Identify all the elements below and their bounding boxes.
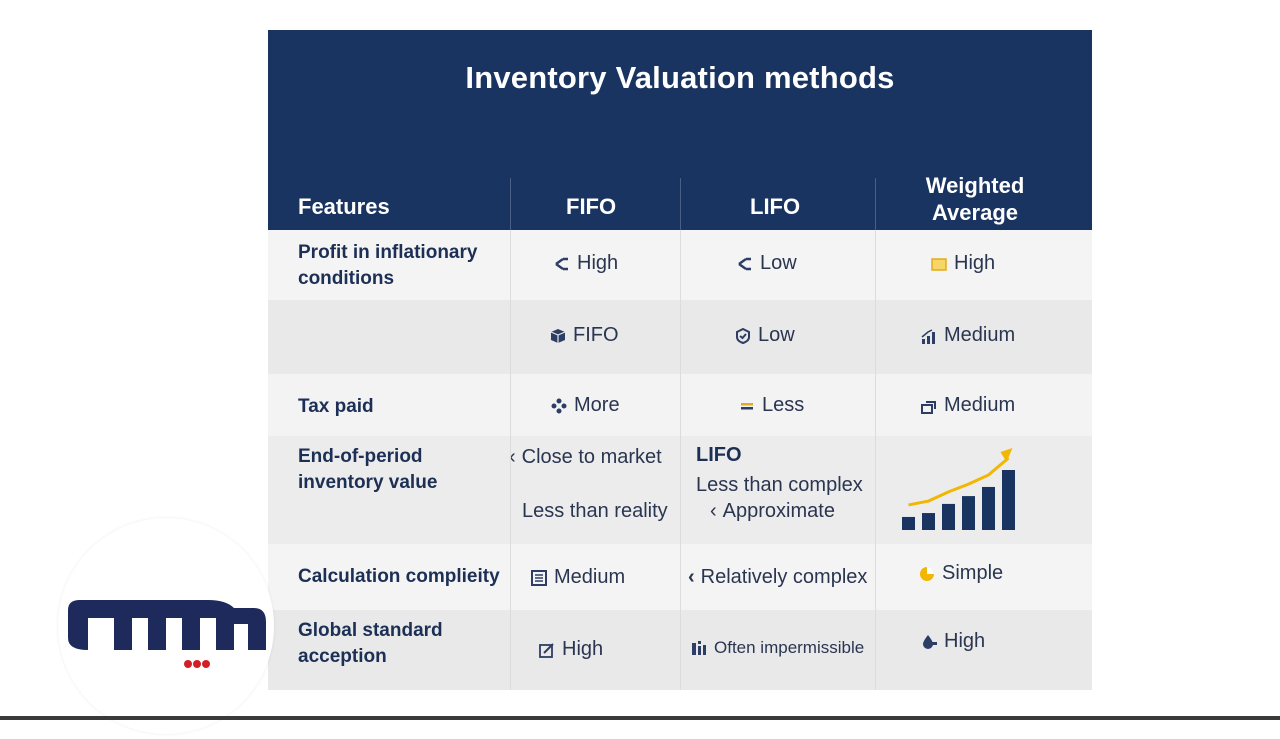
bottom-border — [0, 716, 1280, 720]
feature-label: Global standard acception — [298, 618, 443, 670]
page-title: Inventory Valuation methods — [465, 60, 895, 95]
nodes-icon — [551, 398, 567, 413]
valuation-table-card: Inventory Valuation methods Features FIF… — [268, 30, 1092, 690]
feature-line: Global standard — [298, 620, 443, 641]
column-divider — [680, 230, 681, 690]
box-icon — [550, 328, 566, 343]
cell-weighted: Medium — [920, 324, 1015, 347]
cell-fifo: More — [550, 394, 620, 417]
layers-icon — [921, 400, 936, 414]
cell-lifo-line1: Less than complex — [696, 474, 863, 496]
trend-line — [908, 456, 1010, 507]
growth-bar — [982, 486, 995, 530]
growth-bar — [942, 503, 955, 530]
feature-label: Profit in inflationary conditions — [298, 240, 477, 292]
cell-lifo: Low — [734, 324, 795, 347]
cell-value: Close to market — [521, 446, 662, 468]
header-lifo: LIFO — [750, 194, 801, 219]
feature-line: inventory value — [298, 472, 438, 493]
header-fifo: FIFO — [566, 194, 617, 219]
column-divider — [510, 230, 511, 690]
header-divider — [875, 178, 876, 230]
feature-label: Calculation complieity — [298, 566, 500, 587]
cell-fifo: Medium — [530, 566, 625, 589]
cell-lifo: ‹ Relatively complex — [688, 566, 867, 589]
cell-fifo: High — [553, 252, 618, 275]
equals-icon — [741, 402, 753, 409]
header-weighted-line1: Weighted — [925, 173, 1025, 198]
folder-icon — [931, 257, 947, 271]
chart-icon — [692, 641, 706, 655]
growth-bar — [1002, 470, 1015, 530]
logo-mark — [68, 600, 266, 668]
header-divider — [510, 178, 511, 230]
cell-fifo: FIFO — [549, 324, 619, 347]
header-weighted-average: Weighted Average — [922, 172, 1028, 226]
cell-fifo-line1: ‹ Close to market — [509, 446, 662, 469]
chevron-left-icon: ‹ — [710, 500, 717, 522]
branch-icon — [738, 257, 751, 270]
header-divider — [680, 178, 681, 230]
cell-value: Medium — [944, 394, 1016, 416]
column-divider — [875, 230, 876, 690]
cell-weighted: High — [930, 252, 995, 275]
cell-value: High — [577, 252, 619, 274]
cell-fifo-line2: Less than reality — [522, 500, 668, 523]
cell-value: High — [562, 638, 604, 660]
feature-label: End-of-period inventory value — [298, 444, 437, 496]
feature-line: conditions — [298, 268, 395, 289]
cell-fifo: High — [538, 638, 603, 661]
header-features: Features — [298, 194, 390, 219]
edit-icon — [539, 642, 554, 658]
trend-arrowhead — [1000, 448, 1013, 462]
cell-value: High — [954, 252, 996, 274]
cell-weighted: Medium — [920, 394, 1015, 417]
pie-icon — [920, 566, 934, 581]
drop-icon — [923, 634, 937, 649]
feature-line: Profit in inflationary — [298, 242, 478, 263]
feature-label: Tax paid — [298, 396, 374, 417]
brand-logo — [58, 518, 274, 734]
cell-value: Relatively complex — [700, 566, 868, 588]
cell-lifo-line2: ‹ Approximate — [710, 500, 835, 523]
cell-value: Medium — [944, 324, 1016, 346]
cell-weighted: High — [920, 630, 985, 653]
feature-line: acception — [298, 646, 387, 667]
chevron-left-icon: ‹ — [688, 566, 695, 588]
feature-line: End-of-period — [298, 446, 423, 467]
cell-value: High — [944, 630, 986, 652]
shield-icon — [736, 327, 750, 344]
cell-value: Low — [758, 324, 795, 346]
cell-value: FIFO — [573, 324, 619, 346]
cell-value: Simple — [942, 562, 1004, 584]
growth-chart — [902, 448, 1015, 530]
cell-value: Medium — [554, 566, 626, 588]
cell-weighted: Simple — [918, 562, 1003, 585]
cell-lifo: Less — [738, 394, 804, 417]
cell-lifo: Low — [736, 252, 797, 275]
cell-value: Less — [762, 394, 805, 416]
chevron-left-icon: ‹ — [509, 446, 516, 468]
growth-bar — [922, 513, 935, 530]
cell-lifo-heading: LIFO — [696, 444, 742, 466]
table-header: Inventory Valuation methods Features FIF… — [268, 30, 1092, 230]
bar-signal-icon — [921, 328, 935, 344]
cell-value: Often impermissible — [714, 638, 865, 657]
cell-value: Less than reality — [522, 500, 668, 522]
list-icon — [531, 569, 547, 586]
growth-bar — [962, 496, 975, 530]
cell-value: More — [574, 394, 620, 416]
cell-value: Low — [760, 252, 797, 274]
cell-lifo: Often impermissible — [690, 638, 864, 658]
cell-value: Approximate — [722, 500, 835, 522]
branch-icon — [555, 257, 568, 270]
growth-bar — [902, 516, 915, 530]
header-weighted-line2: Average — [931, 200, 1018, 225]
